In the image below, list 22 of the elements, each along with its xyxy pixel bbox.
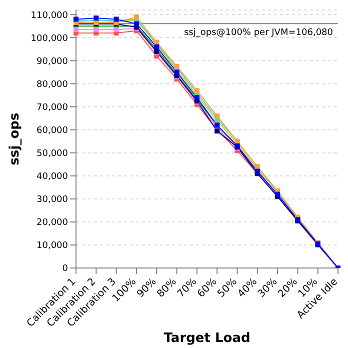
y-tick-label: 20,000 [36, 218, 68, 228]
point [134, 14, 139, 20]
y-axis-title: ssj_ops [8, 112, 23, 166]
point [134, 21, 139, 26]
y-tick-label: 30,000 [36, 195, 68, 206]
y-tick-label: 110,000 [30, 10, 68, 21]
y-tick-label: 80,000 [36, 80, 68, 90]
y-tick-label: 60,000 [36, 126, 68, 136]
y-tick-label: 50,000 [36, 149, 68, 160]
y-tick-label: 40,000 [36, 172, 68, 182]
y-tick-label: 70,000 [36, 102, 68, 113]
y-tick-label: 90,000 [36, 56, 68, 67]
point [114, 27, 119, 32]
ref-line-label: ssj_ops@100% per JVM=106,080 [184, 28, 334, 38]
x-axis-title: Target Load [164, 331, 250, 346]
y-tick-label: 0 [62, 264, 68, 274]
point [174, 70, 180, 75]
y-tick-label: 10,000 [36, 241, 68, 252]
y-tick-label: 100,000 [30, 34, 68, 44]
point [214, 113, 220, 118]
point [94, 27, 99, 32]
point [74, 27, 78, 32]
